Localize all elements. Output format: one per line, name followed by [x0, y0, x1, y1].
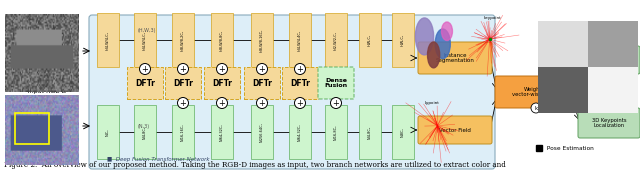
FancyBboxPatch shape — [392, 13, 414, 67]
Text: DFTr: DFTr — [212, 78, 232, 87]
Circle shape — [531, 103, 541, 113]
Text: 3D Keypoints
Localization: 3D Keypoints Localization — [592, 118, 627, 128]
Text: Vector Field: Vector Field — [439, 127, 471, 133]
FancyBboxPatch shape — [127, 67, 163, 99]
Text: +: + — [219, 99, 225, 108]
FancyBboxPatch shape — [289, 105, 311, 159]
Circle shape — [294, 64, 305, 74]
FancyBboxPatch shape — [172, 13, 194, 67]
FancyBboxPatch shape — [244, 67, 280, 99]
Text: DFTr: DFTr — [252, 78, 272, 87]
Text: N/64,32C₀: N/64,32C₀ — [298, 123, 302, 141]
Text: N,8C₀: N,8C₀ — [401, 127, 405, 137]
Text: Instance
Segmentation: Instance Segmentation — [436, 53, 474, 63]
Circle shape — [216, 98, 227, 108]
Text: Weighted
vector-wise voting: Weighted vector-wise voting — [512, 87, 560, 97]
FancyBboxPatch shape — [97, 13, 119, 67]
Text: Lypoint: Lypoint — [424, 100, 440, 105]
FancyBboxPatch shape — [211, 105, 233, 159]
Text: N,C₀: N,C₀ — [106, 128, 110, 136]
Text: N/64,32C₀: N/64,32C₀ — [220, 123, 224, 141]
Text: +: + — [296, 99, 303, 108]
Circle shape — [177, 64, 189, 74]
Circle shape — [177, 98, 189, 108]
Text: +: + — [259, 99, 266, 108]
Bar — [15, 113, 49, 144]
Text: k: k — [534, 105, 538, 111]
Text: N/16,8C₀: N/16,8C₀ — [334, 124, 338, 140]
Ellipse shape — [442, 22, 452, 40]
Text: N/4,8C₀: N/4,8C₀ — [143, 125, 147, 139]
Text: DFTr: DFTr — [173, 78, 193, 87]
Text: H/2,W/2,C₁: H/2,W/2,C₁ — [334, 30, 338, 49]
FancyBboxPatch shape — [204, 67, 240, 99]
Text: H/8,W/8,8C₁: H/8,W/8,8C₁ — [220, 29, 224, 51]
FancyBboxPatch shape — [495, 76, 577, 108]
FancyBboxPatch shape — [418, 42, 492, 74]
Text: H/4,W/4,4C₁: H/4,W/4,4C₁ — [298, 29, 302, 51]
Text: +: + — [180, 64, 186, 74]
Text: (N,3): (N,3) — [138, 124, 150, 129]
FancyBboxPatch shape — [172, 105, 194, 159]
Text: Input RGB-D: Input RGB-D — [28, 89, 67, 93]
Text: H,W,C₁: H,W,C₁ — [401, 34, 405, 46]
Text: +: + — [259, 64, 266, 74]
Text: N/4,8C₀: N/4,8C₀ — [368, 125, 372, 139]
Text: H/8,W/8,2C₁: H/8,W/8,2C₁ — [181, 29, 185, 51]
FancyBboxPatch shape — [578, 108, 640, 138]
FancyBboxPatch shape — [134, 13, 156, 67]
FancyBboxPatch shape — [211, 13, 233, 67]
Text: +: + — [333, 99, 339, 108]
Circle shape — [216, 64, 227, 74]
Text: DFTr: DFTr — [290, 78, 310, 87]
Text: +: + — [219, 64, 225, 74]
Circle shape — [257, 64, 268, 74]
FancyBboxPatch shape — [359, 13, 381, 67]
FancyBboxPatch shape — [251, 105, 273, 159]
Circle shape — [294, 98, 305, 108]
Ellipse shape — [435, 29, 451, 59]
FancyBboxPatch shape — [89, 15, 495, 169]
Text: keypoint: keypoint — [484, 16, 502, 20]
FancyBboxPatch shape — [325, 13, 347, 67]
FancyBboxPatch shape — [578, 46, 640, 74]
FancyBboxPatch shape — [134, 105, 156, 159]
FancyBboxPatch shape — [289, 13, 311, 67]
Text: +: + — [141, 64, 148, 74]
Text: Pose Estimation: Pose Estimation — [543, 146, 594, 150]
Text: Least-Squares
Fitting: Least-Squares Fitting — [590, 55, 628, 65]
Text: H/4,W/4,C₁: H/4,W/4,C₁ — [106, 30, 110, 49]
Text: N/16,16C₀: N/16,16C₀ — [181, 123, 185, 141]
Text: Dense
Fusion: Dense Fusion — [324, 78, 348, 88]
Text: ■  Deep Fusion Transformer Network: ■ Deep Fusion Transformer Network — [107, 157, 209, 162]
Circle shape — [140, 64, 150, 74]
FancyBboxPatch shape — [318, 67, 354, 99]
Ellipse shape — [415, 18, 434, 55]
FancyBboxPatch shape — [392, 105, 414, 159]
Text: +: + — [296, 64, 303, 74]
FancyBboxPatch shape — [359, 105, 381, 159]
Ellipse shape — [428, 42, 440, 68]
Circle shape — [257, 98, 268, 108]
Circle shape — [330, 98, 342, 108]
Text: H/8,W/8,16C₁: H/8,W/8,16C₁ — [260, 28, 264, 52]
FancyBboxPatch shape — [165, 67, 201, 99]
FancyBboxPatch shape — [97, 105, 119, 159]
Text: H/4,W/4,C₁: H/4,W/4,C₁ — [143, 30, 147, 49]
FancyBboxPatch shape — [418, 116, 492, 144]
FancyBboxPatch shape — [325, 105, 347, 159]
FancyBboxPatch shape — [282, 67, 318, 99]
FancyBboxPatch shape — [251, 13, 273, 67]
Text: DFTr: DFTr — [135, 78, 155, 87]
Text: +: + — [180, 99, 186, 108]
Text: H,W,C₁: H,W,C₁ — [368, 34, 372, 46]
Text: Figure 2.  An overview of our proposed method. Taking the RGB-D images as input,: Figure 2. An overview of our proposed me… — [4, 161, 506, 169]
Text: N/256,64C₀: N/256,64C₀ — [260, 122, 264, 142]
Text: (H,W,3): (H,W,3) — [138, 28, 157, 33]
